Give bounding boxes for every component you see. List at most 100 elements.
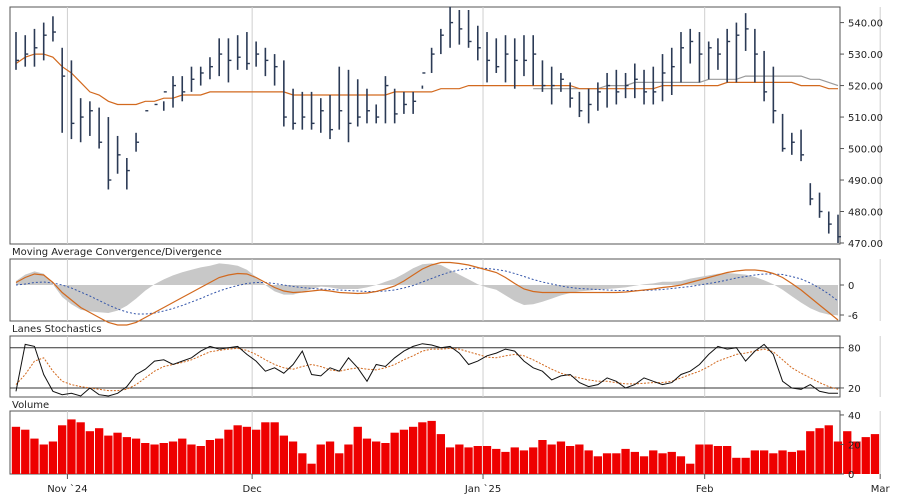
volume-bar-22 [215, 438, 224, 474]
ohlc-bar-23 [227, 38, 232, 83]
ohlc-bar-41 [393, 88, 398, 124]
volume-bar-3 [39, 444, 48, 474]
volume-bar-87 [815, 428, 824, 474]
price-tick-label-480: 480.00 [848, 208, 883, 219]
ohlc-bar-14 [145, 110, 149, 112]
ohlc-bar-51 [486, 32, 491, 83]
ohlc-bar-85 [800, 129, 805, 162]
volume-bar-88 [824, 425, 833, 474]
ohlc-bar-66 [624, 72, 629, 99]
ohlc-bar-1 [24, 35, 29, 67]
ohlc-bar-62 [587, 88, 592, 124]
ohlc-bar-50 [476, 25, 481, 61]
volume-bar-63 [593, 456, 602, 474]
volume-bar-52 [492, 448, 501, 474]
ohlc-bar-65 [615, 69, 620, 105]
ohlc-bar-5 [61, 47, 66, 133]
volume-bar-49 [464, 447, 473, 474]
ohlc-bar-42 [403, 91, 407, 114]
ohlc-bar-88 [827, 211, 832, 234]
volume-bar-68 [639, 456, 649, 474]
volume-bar-70 [658, 453, 667, 474]
macd-signal-line [15, 267, 839, 315]
volume-bar-77 [723, 446, 732, 474]
ohlc-bar-43 [412, 91, 417, 114]
volume-bar-12 [122, 437, 131, 474]
ohlc-bar-45 [430, 47, 435, 73]
price-tick-label-520: 520.00 [848, 82, 883, 93]
ohlc-bar-32 [310, 91, 315, 130]
ohlc-bar-2 [33, 28, 38, 67]
ohlc-bar-7 [79, 98, 84, 143]
ohlc-bar-6 [70, 60, 75, 140]
price-tick-label-510: 510.00 [848, 113, 883, 124]
volume-bar-75 [704, 444, 713, 474]
volume-bar-91 [852, 441, 861, 474]
ohlc-bar-35 [338, 66, 343, 130]
ohlc-bar-80 [754, 28, 758, 83]
volume-bar-86 [806, 431, 815, 474]
volume-bar-1 [21, 429, 30, 474]
volume-bar-31 [298, 453, 307, 474]
volume-bar-7 [76, 422, 85, 474]
volume-bar-72 [676, 456, 686, 474]
volume-bar-29 [279, 435, 288, 474]
ohlc-bar-78 [735, 22, 740, 83]
volume-bar-27 [261, 422, 270, 474]
volume-bar-54 [510, 447, 519, 474]
ohlc-bar-12 [126, 157, 130, 190]
ohlc-bar-76 [717, 38, 721, 70]
macd-panel-title: Moving Average Convergence/Divergence [12, 247, 222, 258]
volume-bar-45 [427, 420, 436, 474]
volume-bar-80 [750, 450, 759, 474]
volume-bar-21 [205, 440, 215, 474]
ohlc-bar-20 [199, 66, 204, 86]
ohlc-bar-52 [495, 38, 500, 73]
volume-bar-48 [455, 444, 464, 474]
volume-bar-36 [344, 444, 353, 474]
volume-bar-26 [252, 429, 261, 474]
volume-bar-89 [833, 441, 843, 474]
price-tick-label-470: 470.00 [848, 239, 883, 250]
ohlc-bar-36 [347, 69, 352, 143]
volume-bar-39 [372, 441, 381, 474]
ohlc-bar-24 [236, 35, 241, 70]
volume-bar-24 [233, 425, 242, 474]
volume-bar-35 [335, 453, 344, 474]
volume-bar-2 [30, 438, 39, 474]
ohlc-bar-87 [818, 192, 823, 218]
ohlc-bar-56 [532, 35, 537, 86]
ohlc-bar-74 [698, 32, 703, 83]
stoch-panel-title: Lanes Stochastics [12, 324, 102, 335]
ohlc-bar-10 [107, 117, 112, 190]
volume-bar-30 [288, 441, 298, 474]
volume-bar-79 [741, 457, 750, 474]
ohlc-bar-11 [116, 135, 121, 174]
ohlc-bar-18 [181, 76, 186, 102]
volume-bar-93 [870, 434, 880, 474]
ohlc-bar-71 [670, 47, 675, 96]
ohlc-bar-40 [384, 76, 389, 124]
ohlc-bar-77 [726, 28, 731, 83]
ohlc-bar-44 [421, 72, 426, 89]
ohlc-bar-83 [781, 113, 786, 152]
volume-bar-65 [612, 453, 621, 474]
volume-bar-92 [861, 437, 870, 474]
ohlc-bar-4 [52, 16, 56, 42]
ohlc-bar-3 [42, 22, 47, 61]
volume-bar-37 [353, 426, 362, 474]
volume-bar-73 [686, 463, 695, 474]
macd-line [15, 261, 839, 326]
volume-bar-82 [769, 453, 778, 474]
price-tick-label-500: 500.00 [848, 145, 883, 156]
ohlc-bar-60 [569, 82, 574, 108]
ohlc-bar-89 [837, 214, 841, 243]
ohlc-bar-61 [578, 91, 583, 118]
ohlc-bar-19 [190, 66, 195, 92]
ohlc-bar-73 [689, 28, 694, 64]
ohlc-bar-16 [162, 91, 167, 111]
ohlc-bar-27 [264, 47, 269, 77]
volume-bar-5 [58, 425, 67, 474]
x-axis-label-3: Feb [696, 484, 714, 495]
